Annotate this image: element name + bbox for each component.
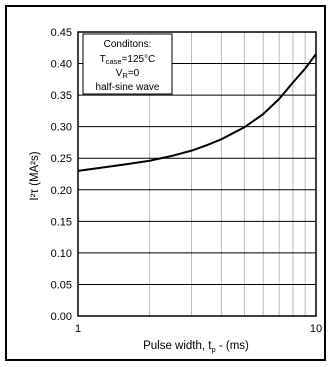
series-line	[77, 53, 317, 172]
annotation-condition-temperature: Tcase=125°C	[100, 54, 156, 66]
y-tick-label: 0.20	[51, 185, 72, 197]
y-tick-label: 0.15	[51, 216, 72, 228]
annotation-temp-sub: case	[106, 57, 122, 66]
x-tick-label: 1	[75, 323, 81, 335]
grid	[78, 32, 316, 316]
y-tick-label: 0.25	[51, 153, 72, 165]
annotation-condition-voltage: VR=0	[116, 68, 140, 80]
annotation-box: Conditons: Tcase=125°C VR=0 half-sine wa…	[82, 33, 173, 95]
annotation-voltage-rest: =0	[128, 68, 140, 79]
y-tick-label: 0.00	[51, 311, 72, 323]
y-tick-label: 0.35	[51, 90, 72, 102]
y-axis-label: I²τ (MA²s)	[29, 151, 41, 200]
y-tick-label: 0.05	[51, 279, 72, 291]
x-tick-label: 10	[310, 323, 322, 335]
y-tick-label: 0.45	[51, 27, 72, 39]
annotation-box-border	[82, 33, 173, 95]
annotation-temp-main: T	[100, 54, 106, 65]
y-tick-label: 0.40	[51, 59, 72, 71]
annotation-temp-rest: =125°C	[122, 54, 156, 65]
annotation-voltage-sub: R	[122, 71, 128, 80]
plot-border	[77, 31, 317, 317]
annotation-condition-waveform: half-sine wave	[96, 82, 160, 93]
x-axis-label-main: Pulse width, t	[143, 340, 212, 352]
x-axis-label-sub: p	[212, 345, 216, 354]
annotation-voltage-main: V	[116, 68, 123, 79]
annotation-title: Conditons:	[104, 39, 152, 50]
x-axis-label: Pulse width, tp - (ms)	[143, 340, 249, 354]
y-tick-label: 0.30	[51, 122, 72, 134]
tick-labels: 0.00 0.05 0.10 0.15 0.20 0.25 0.30 0.35 0.40 0.45…	[51, 27, 323, 335]
y-tick-label: 0.10	[51, 248, 72, 260]
x-axis-label-unit: - (ms)	[216, 340, 249, 352]
